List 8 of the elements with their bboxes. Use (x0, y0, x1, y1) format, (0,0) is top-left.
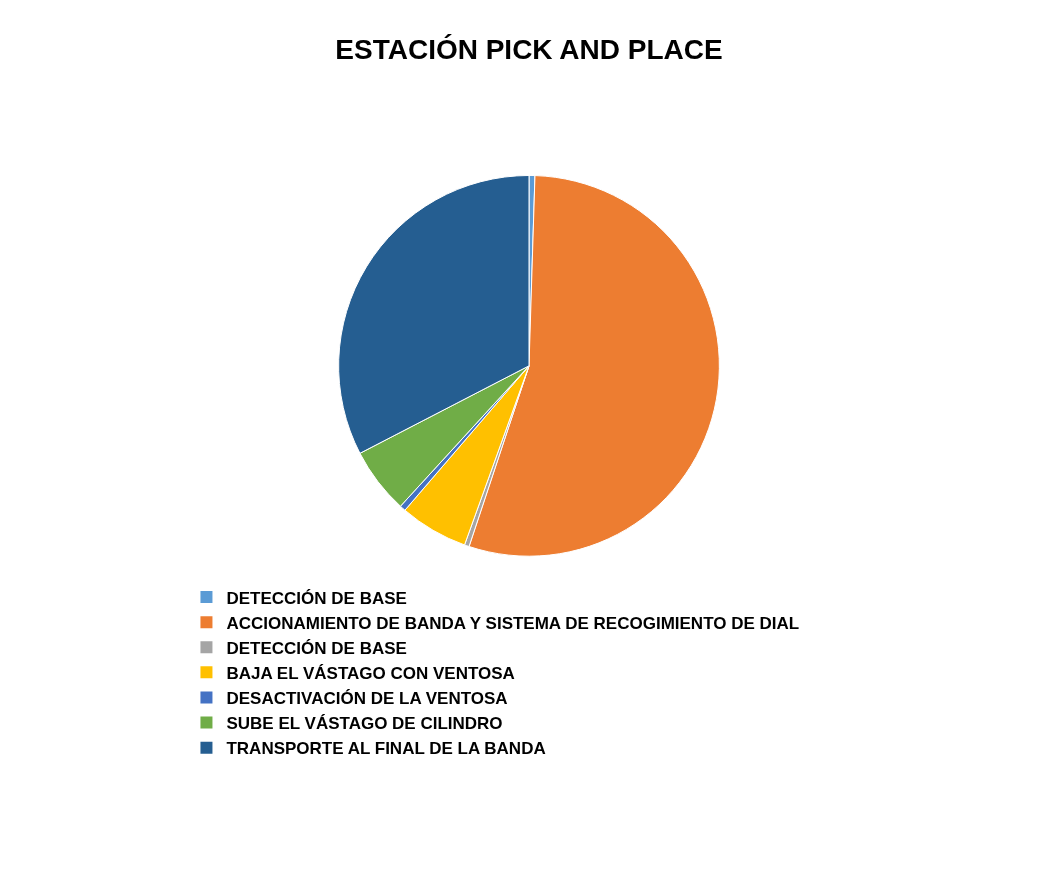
legend-label: SUBE EL VÁSTAGO DE CILINDRO (226, 714, 503, 734)
chart-title: ESTACIÓN PICK AND PLACE (335, 34, 723, 66)
legend-label: DETECCIÓN DE BASE (226, 638, 407, 658)
legend-label: TRANSPORTE AL FINAL DE LA BANDA (226, 739, 546, 759)
legend-label: ACCIONAMIENTO DE BANDA Y SISTEMA DE RECOGIMIENTO DE DIAL (226, 613, 800, 633)
legend-label: DESACTIVACIÓN DE LA VENTOSA (226, 689, 508, 709)
legend-label: BAJA EL VÁSTAGO CON VENTOSA (226, 663, 515, 683)
legend-label: DETECCIÓN DE BASE (226, 588, 407, 608)
